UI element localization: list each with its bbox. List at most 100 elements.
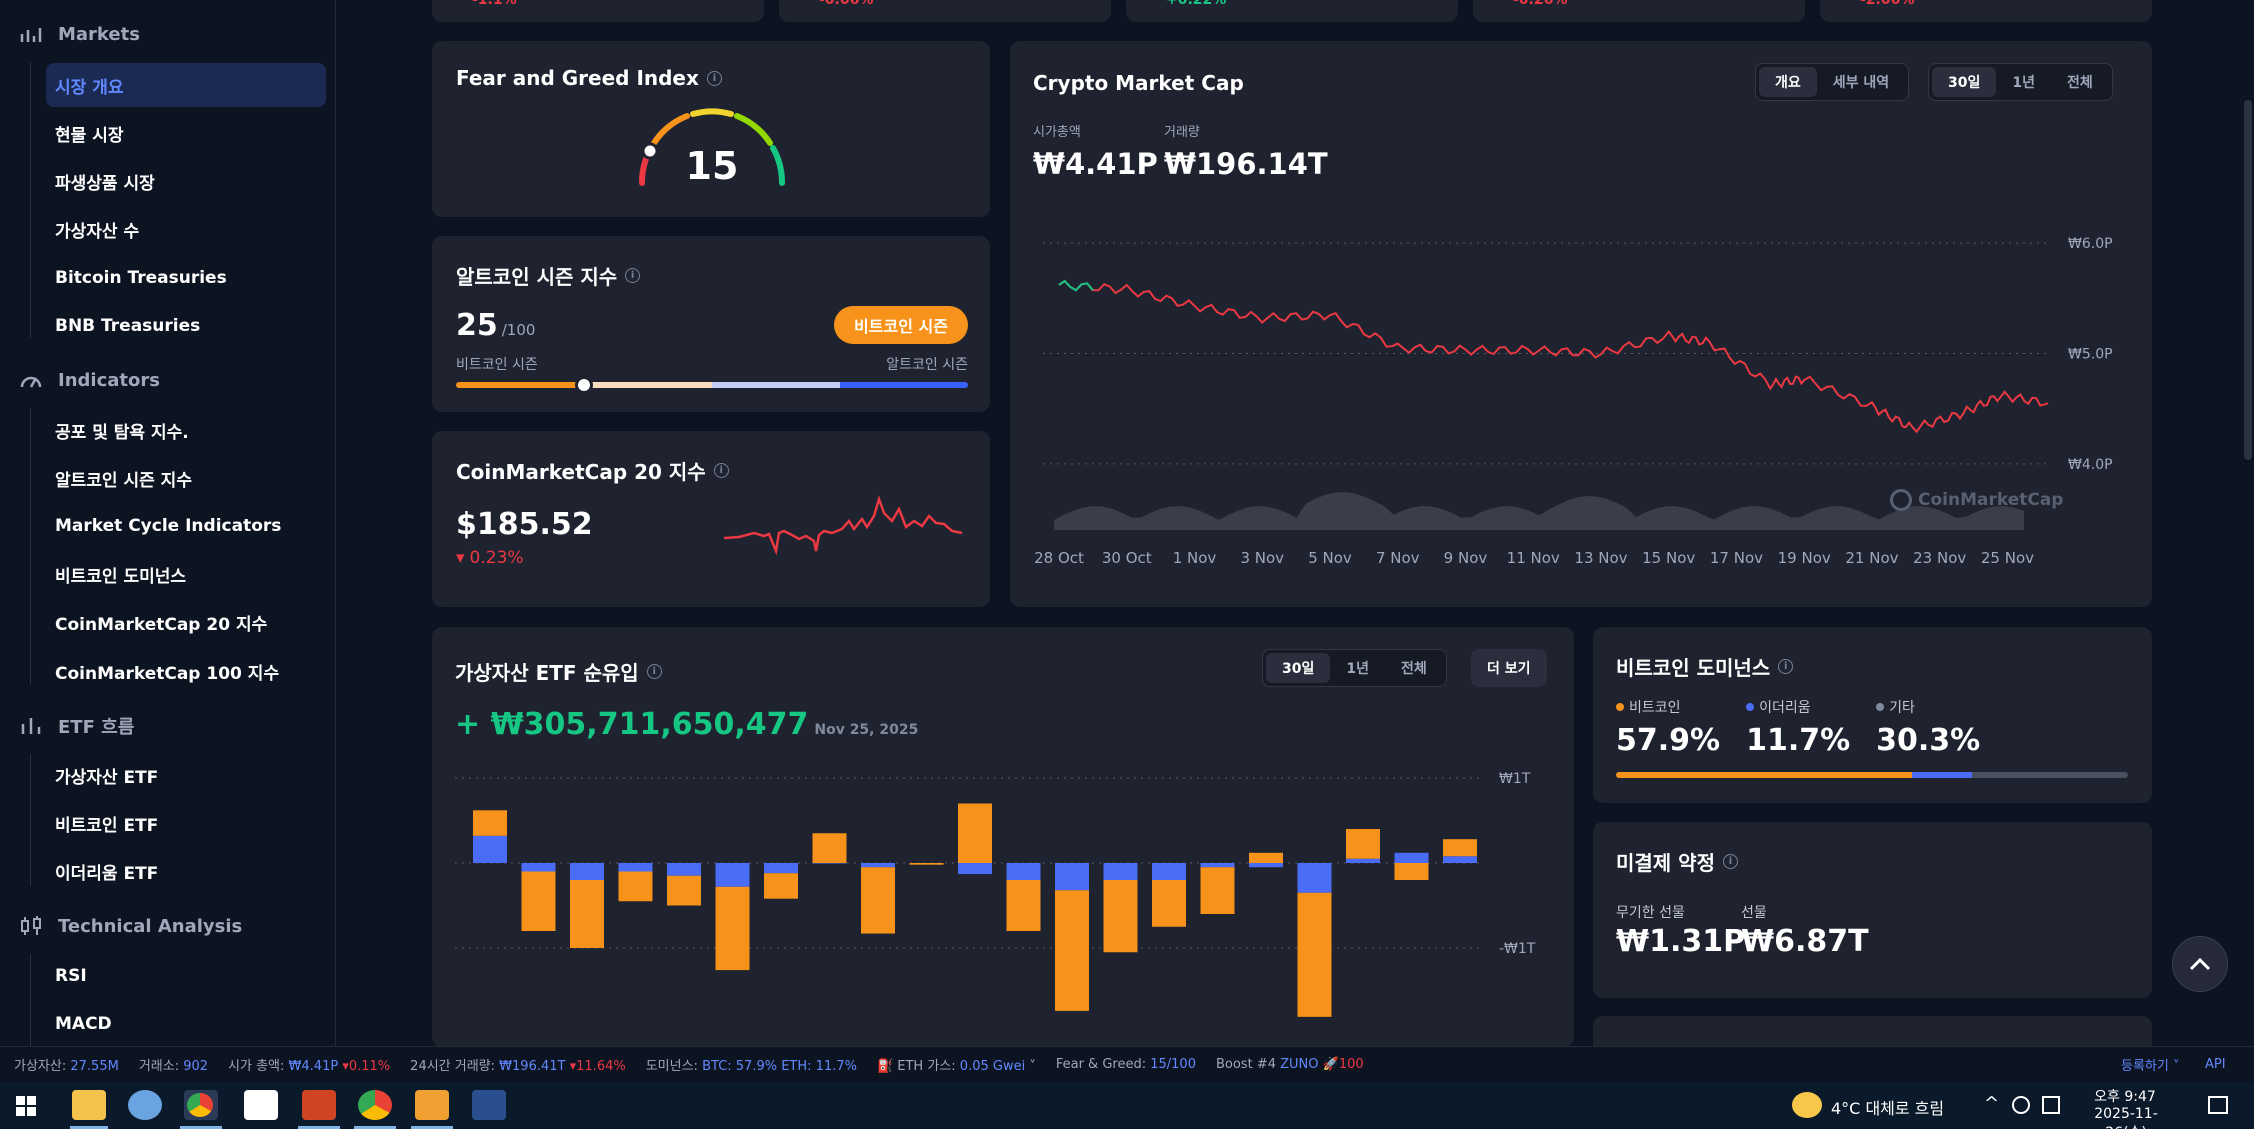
sidebar-item-crypto-etf[interactable]: 가상자산 ETF — [55, 767, 159, 788]
cmc20-change: ▾ 0.23% — [456, 548, 524, 568]
weather-text[interactable]: 4°C 대체로 흐림 — [1831, 1099, 1945, 1118]
stat-label: 시가 총액: — [228, 1059, 285, 1074]
more-button[interactable]: 더 보기 — [1471, 649, 1547, 687]
sidebar-item-market-overview[interactable]: 시장 개요 — [46, 63, 326, 107]
sidebar-item-altcoin-season[interactable]: 알트코인 시즌 지수 — [55, 470, 192, 491]
info-icon[interactable]: i — [646, 664, 662, 679]
altcoin-season-card[interactable]: 알트코인 시즌 지수 i 25 /100 비트코인 시즌 비트코인 시즌 알트코… — [432, 236, 990, 412]
range-30d[interactable]: 30일 — [1932, 67, 1997, 97]
legend-dot — [1616, 703, 1624, 711]
etf-flow-card[interactable]: 가상자산 ETF 순유입 i 30일 1년 전체 더 보기 + ₩305,711… — [432, 627, 1574, 1047]
chevron-up-icon — [2189, 957, 2211, 971]
top-card: -0.26% — [1473, 0, 1805, 22]
y-tick-label: ₩5.0P — [2068, 347, 2113, 363]
sidebar-section-technical[interactable]: Technical Analysis — [18, 913, 242, 939]
windows-start-icon[interactable] — [16, 1096, 36, 1116]
info-icon[interactable]: i — [1722, 854, 1738, 869]
sidebar-section-indicators[interactable]: Indicators — [18, 367, 160, 393]
sidebar-item-asset-count[interactable]: 가상자산 수 — [55, 221, 140, 242]
right-label: 알트코인 시즌 — [886, 357, 968, 373]
chrome-active-icon[interactable] — [184, 1090, 218, 1120]
market-cap-card[interactable]: Crypto Market Cap 개요 세부 내역 30일 1년 전체 시가총… — [1010, 41, 2152, 607]
dominance-value: 57.9% — [1616, 723, 1721, 758]
stat-exchanges[interactable]: 거래소: 902 — [139, 1055, 208, 1074]
etf-bar-eth — [1297, 863, 1332, 893]
volume-label: 거래량 — [1164, 125, 1200, 140]
sidebar-item-bitcoin-treasuries[interactable]: Bitcoin Treasuries — [55, 268, 227, 288]
watermark-text: CoinMarketCap — [1918, 490, 2064, 510]
api-link[interactable]: API — [2205, 1057, 2226, 1072]
info-icon[interactable]: i — [706, 70, 722, 86]
etf-bar-btc — [764, 873, 798, 899]
chrome-icon[interactable] — [358, 1090, 392, 1120]
chevron-up-icon[interactable]: ^ — [1984, 1093, 2000, 1114]
sidebar-section-markets[interactable]: Markets — [18, 21, 140, 47]
gauge-icon — [18, 367, 44, 393]
ime-icon[interactable] — [2042, 1096, 2060, 1114]
clock-time[interactable]: 오후 9:47 — [2094, 1089, 2156, 1105]
fear-greed-card[interactable]: Fear and Greed Index i 15 — [432, 41, 990, 217]
clock-date[interactable]: 2025-11-26(수) — [2094, 1106, 2158, 1129]
stat-volume[interactable]: 24시간 거래량: ₩196.41T ▾11.64% — [410, 1055, 626, 1074]
tab-overview[interactable]: 개요 — [1759, 67, 1817, 97]
sidebar-item-bnb-treasuries[interactable]: BNB Treasuries — [55, 316, 201, 336]
sidebar-item-eth-etf[interactable]: 이더리움 ETF — [55, 863, 159, 884]
range-all[interactable]: 전체 — [1401, 661, 1427, 677]
weather-icon[interactable] — [1792, 1092, 1822, 1118]
etf-bar-eth — [1103, 863, 1138, 880]
sidebar-item-macd[interactable]: MACD — [55, 1014, 112, 1034]
top-card: -0.06% — [779, 0, 1111, 22]
range-30d[interactable]: 30일 — [1266, 653, 1331, 683]
open-interest-card[interactable]: 미결제 약정 i 무기한 선물 ₩1.31P 선물 ₩6.87T — [1593, 822, 2152, 998]
login-dropdown[interactable]: 등록하기 ˅ — [2121, 1059, 2180, 1074]
tab-breakdown[interactable]: 세부 내역 — [1832, 75, 1890, 91]
sidebar-item-rsi[interactable]: RSI — [55, 966, 87, 986]
market-cap-chart[interactable]: ₩6.0P ₩5.0P ₩4.0P 28 Oct 30 Oct 1 Nov 3 Nov 5 N… — [1010, 41, 2152, 607]
dominance-card[interactable]: 비트코인 도미넌스 i 비트코인 57.9% 이더리움 11.7% 기타 30.… — [1593, 627, 2152, 803]
cmc20-card[interactable]: CoinMarketCap 20 지수 i $185.52 ▾ 0.23% — [432, 431, 990, 607]
range-1y[interactable]: 1년 — [2012, 75, 2035, 91]
stat-boost[interactable]: Boost #4 ZUNO 🚀100 — [1216, 1057, 1364, 1072]
gauge-indicator — [641, 142, 659, 160]
sidebar-item-cmc100[interactable]: CoinMarketCap 100 지수 — [55, 663, 280, 684]
sidebar-item-market-cycle[interactable]: Market Cycle Indicators — [55, 516, 282, 536]
etf-bar-eth — [1152, 863, 1186, 880]
rocket-icon: 🚀 — [1322, 1057, 1339, 1072]
sidebar-item-derivatives[interactable]: 파생상품 시장 — [55, 173, 155, 194]
status-icon[interactable] — [2012, 1096, 2030, 1114]
app-icon[interactable] — [472, 1090, 506, 1120]
etf-bar-btc — [521, 871, 556, 931]
range-1y[interactable]: 1년 — [1346, 661, 1369, 677]
dominance-item-btc: 비트코인 57.9% — [1616, 697, 1720, 758]
sublime-icon[interactable] — [415, 1090, 449, 1120]
stat-fear-greed[interactable]: Fear & Greed: 15/100 — [1056, 1057, 1196, 1072]
sidebar-item-fear-greed[interactable]: 공포 및 탐욕 지수. — [55, 422, 189, 443]
app-icon[interactable] — [128, 1090, 162, 1120]
scroll-top-button[interactable] — [2172, 936, 2228, 992]
top-card: -1.1% — [432, 0, 764, 22]
etf-bar-btc — [1103, 880, 1138, 953]
stat-assets[interactable]: 가상자산: 27.55M — [14, 1055, 119, 1074]
app-icon[interactable] — [244, 1090, 278, 1120]
page-scrollbar[interactable] — [2244, 100, 2252, 460]
info-icon[interactable]: i — [1778, 659, 1794, 674]
powerpoint-icon[interactable] — [302, 1090, 336, 1120]
cmc20-sparkline — [724, 494, 963, 556]
info-icon[interactable]: i — [713, 463, 729, 478]
sidebar-item-spot[interactable]: 현물 시장 — [55, 125, 124, 146]
notification-icon[interactable] — [2208, 1096, 2228, 1114]
info-icon[interactable]: i — [625, 268, 641, 283]
file-explorer-icon[interactable] — [72, 1090, 106, 1120]
sidebar-item-btc-etf[interactable]: 비트코인 ETF — [55, 815, 159, 836]
stat-gas[interactable]: ⛽ ETH 가스: 0.05 Gwei ˅ — [877, 1055, 1036, 1074]
sidebar-item-cmc20[interactable]: CoinMarketCap 20 지수 — [55, 614, 268, 635]
sidebar-section-etf[interactable]: ETF 흐름 — [18, 713, 134, 739]
futures-value: ₩6.87T — [1741, 924, 1869, 959]
etf-bar-chart[interactable]: ₩1T -₩1T — [432, 627, 1574, 1047]
stat-dominance[interactable]: 도미넌스: BTC: 57.9% ETH: 11.7% — [646, 1055, 857, 1074]
active-indicator — [298, 1126, 340, 1129]
range-all[interactable]: 전체 — [2067, 75, 2093, 91]
stat-market-cap[interactable]: 시가 총액: ₩4.41P ▾0.11% — [228, 1055, 390, 1074]
sidebar-item-btc-dominance[interactable]: 비트코인 도미넌스 — [55, 566, 187, 587]
